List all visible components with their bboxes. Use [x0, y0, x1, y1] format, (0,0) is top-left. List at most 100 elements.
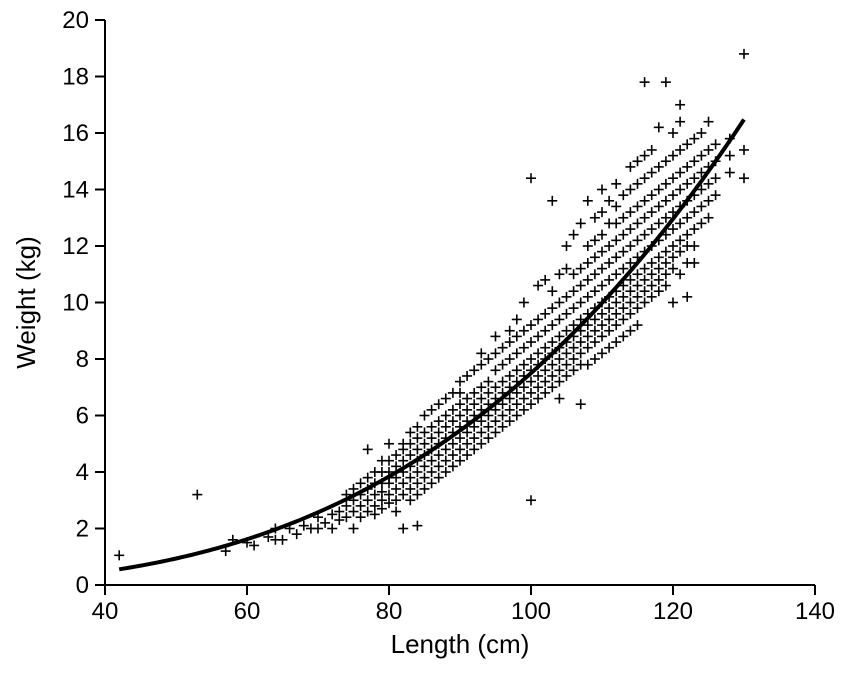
data-point [441, 422, 451, 432]
data-point [441, 456, 451, 466]
data-point [611, 320, 621, 330]
data-point [554, 331, 564, 341]
data-point [476, 394, 486, 404]
y-ticks: 02468101214161820 [62, 7, 105, 599]
data-point [633, 179, 643, 189]
data-point [647, 269, 657, 279]
data-point [689, 156, 699, 166]
data-point [391, 484, 401, 494]
data-point [569, 343, 579, 353]
data-point [647, 168, 657, 178]
data-point [398, 524, 408, 534]
data-point [420, 427, 430, 437]
data-point [320, 518, 330, 528]
data-point [533, 382, 543, 392]
data-point [640, 173, 650, 183]
data-point [554, 377, 564, 387]
data-point [618, 331, 628, 341]
data-point [420, 473, 430, 483]
data-point [547, 337, 557, 347]
scatter-points [114, 49, 749, 560]
data-point [668, 190, 678, 200]
data-point [540, 309, 550, 319]
data-point [405, 439, 415, 449]
y-tick-label: 8 [76, 346, 89, 373]
data-point [689, 224, 699, 234]
data-point [526, 354, 536, 364]
data-point [597, 185, 607, 195]
data-point [590, 252, 600, 262]
weight-length-scatter-chart: 40608010012014002468101214161820Length (… [0, 0, 842, 675]
data-point [604, 326, 614, 336]
data-point [597, 247, 607, 257]
data-point [590, 326, 600, 336]
data-point [441, 394, 451, 404]
data-point [739, 49, 749, 59]
data-point [583, 196, 593, 206]
data-point [405, 484, 415, 494]
data-point [519, 298, 529, 308]
data-point [363, 495, 373, 505]
data-point [647, 258, 657, 268]
data-point [491, 427, 501, 437]
data-point [476, 360, 486, 370]
data-point [540, 326, 550, 336]
data-point [327, 524, 337, 534]
data-point [576, 337, 586, 347]
data-point [696, 201, 706, 211]
data-point [349, 524, 359, 534]
data-point [611, 179, 621, 189]
data-point [469, 444, 479, 454]
data-point [313, 524, 323, 534]
data-point [363, 473, 373, 483]
data-point [562, 241, 572, 251]
data-point [554, 314, 564, 324]
data-point [675, 235, 685, 245]
data-point [462, 394, 472, 404]
x-tick-label: 140 [795, 598, 835, 625]
data-point [384, 456, 394, 466]
data-point [682, 230, 692, 240]
data-point [711, 139, 721, 149]
data-point [661, 258, 671, 268]
data-point [640, 77, 650, 87]
y-tick-label: 0 [76, 572, 89, 599]
data-point [434, 399, 444, 409]
data-point [625, 207, 635, 217]
data-point [654, 264, 664, 274]
data-point [618, 303, 628, 313]
data-point [604, 196, 614, 206]
data-point [420, 461, 430, 471]
data-point [590, 213, 600, 223]
data-point [491, 365, 501, 375]
x-axis-title: Length (cm) [391, 629, 530, 659]
data-point [661, 77, 671, 87]
data-point [654, 201, 664, 211]
data-point [498, 343, 508, 353]
data-point [604, 314, 614, 324]
data-point [505, 326, 515, 336]
data-point [668, 252, 678, 262]
data-point [533, 394, 543, 404]
data-point [420, 411, 430, 421]
data-point [412, 490, 422, 500]
data-point [562, 292, 572, 302]
data-point [604, 343, 614, 353]
data-point [540, 365, 550, 375]
data-point [597, 230, 607, 240]
x-tick-label: 40 [92, 598, 119, 625]
data-point [625, 241, 635, 251]
data-point [597, 309, 607, 319]
data-point [569, 354, 579, 364]
data-point [363, 444, 373, 454]
data-point [519, 405, 529, 415]
data-point [590, 337, 600, 347]
data-point [491, 416, 501, 426]
data-point [739, 145, 749, 155]
data-point [498, 377, 508, 387]
data-point [633, 218, 643, 228]
data-point [633, 201, 643, 211]
data-point [611, 201, 621, 211]
data-point [398, 478, 408, 488]
data-point [625, 286, 635, 296]
